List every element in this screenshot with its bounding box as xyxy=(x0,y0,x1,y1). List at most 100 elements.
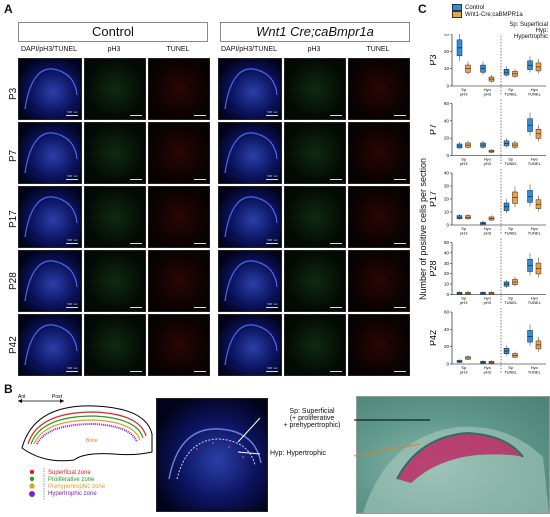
chart-legend: Control Wnt1-Cre;caBMPR1a xyxy=(452,4,548,18)
micrograph-p3-mutant-ph3 xyxy=(284,58,346,120)
category-label: Sp xyxy=(508,87,514,92)
y-tick-label: 0 xyxy=(446,292,449,297)
y-tick-label: 40 xyxy=(444,327,450,332)
scale-bar xyxy=(194,179,206,180)
scale-bar-label: 500 mm xyxy=(267,238,278,242)
tunel-dot xyxy=(228,446,230,448)
ant-label: Ant xyxy=(18,394,26,400)
micrograph-p3-mutant-merge: 500 mm xyxy=(218,58,282,120)
schematic-panel: Ant Post Bone Superficial zone Prolifera… xyxy=(14,394,160,512)
tunel-dot xyxy=(212,442,214,444)
arrow-left-icon xyxy=(18,399,22,403)
y-tick-label: 60 xyxy=(444,101,450,106)
micrograph-p17-control-tunel xyxy=(148,186,210,248)
scale-bar-label: 500 mm xyxy=(67,302,78,306)
y-tick-label: 10 xyxy=(444,282,450,287)
micrograph-p7-control-merge: 500 mm xyxy=(18,122,82,184)
category-label: pH3 xyxy=(484,300,492,305)
y-tick-label: 30 xyxy=(444,184,450,189)
category-label: TUNEL xyxy=(528,231,542,236)
scale-bar xyxy=(66,243,78,244)
micrograph-p7-mutant-ph3 xyxy=(284,122,346,184)
category-label: Sp xyxy=(461,87,467,92)
box-plot-charts: P30102030SppH3HyopH3SpTUNELHyoTUNELP7020… xyxy=(430,34,546,375)
micrograph-p17-mutant-ph3 xyxy=(284,186,346,248)
category-label: Hyo xyxy=(484,365,492,370)
tissue-outline xyxy=(224,132,278,174)
category-label: Hyo xyxy=(531,365,539,370)
proliferative-line xyxy=(30,415,144,445)
category-label: TUNEL xyxy=(528,92,542,97)
scale-bar xyxy=(194,371,206,372)
group-mutant: Wnt1 Cre;caBmpr1a xyxy=(220,22,410,42)
tissue-curve xyxy=(24,68,78,110)
zone-cell-hypertrophic xyxy=(29,491,35,497)
fluorescence-overview-image xyxy=(156,398,268,512)
y-tick-label: 20 xyxy=(444,49,450,54)
micrograph-p17-mutant-merge: 500 mm xyxy=(218,186,282,248)
chart-title: P17 xyxy=(430,191,438,207)
sp-annotation: Sp: Superficial (+ proliferative + prehy… xyxy=(270,408,354,429)
y-tick-label: 20 xyxy=(444,271,450,276)
tissue-curve xyxy=(224,68,278,110)
micrograph-p28-mutant-tunel xyxy=(348,250,410,312)
micrograph-p42-control-ph3 xyxy=(84,314,146,376)
tissue-curve xyxy=(224,132,278,174)
category-label: TUNEL xyxy=(528,300,542,305)
category-label: Hyo xyxy=(531,87,539,92)
category-label: Hyo xyxy=(531,157,539,162)
group-control: Control xyxy=(18,22,208,42)
y-axis-label: Number of positive cells per section xyxy=(418,157,428,300)
micrograph-p7-mutant-tunel xyxy=(348,122,410,184)
tissue-curve xyxy=(24,196,78,238)
panel-label-b: B xyxy=(4,382,13,396)
bone-label: Bone xyxy=(86,438,98,444)
category-label: Hyo xyxy=(484,296,492,301)
category-label: pH3 xyxy=(460,161,468,166)
micrograph-p7-control-ph3 xyxy=(84,122,146,184)
category-label: pH3 xyxy=(484,161,492,166)
scale-bar xyxy=(194,307,206,308)
scale-bar-label: 500 mm xyxy=(267,366,278,370)
micrograph-p3-control-merge: 500 mm xyxy=(18,58,82,120)
scale-bar xyxy=(266,371,278,372)
chart-note: Sp: Superficial Hyp: Hypertrophic xyxy=(500,22,548,40)
tissue-curve xyxy=(224,324,278,366)
legend-label-mutant: Wnt1-Cre;caBMPR1a xyxy=(465,11,523,18)
category-label: pH3 xyxy=(460,92,468,97)
category-label: TUNEL xyxy=(504,370,518,375)
legend-item-mutant: Wnt1-Cre;caBMPR1a xyxy=(452,11,548,18)
hyp-pointer-line xyxy=(237,451,261,455)
y-tick-label: 50 xyxy=(444,240,450,245)
scale-bar xyxy=(394,115,406,116)
zone-label-superficial: Superficial zone xyxy=(48,470,91,476)
y-tick-label: 60 xyxy=(444,310,450,315)
fluorescence-overlay xyxy=(168,428,262,480)
histology-image xyxy=(356,396,550,514)
zone-label-prehypertrophic: Prehypertrophic zone xyxy=(48,484,106,490)
note-sp: Sp: Superficial xyxy=(509,22,548,28)
zone-cell-superficial xyxy=(29,469,35,475)
category-label: Sp xyxy=(461,365,467,370)
col-label-merge-control: DAPI/pH3/TUNEL xyxy=(20,46,78,53)
col-label-merge-mutant: DAPI/pH3/TUNEL xyxy=(220,46,278,53)
y-tick-label: 20 xyxy=(444,344,450,349)
tissue-outline xyxy=(24,324,78,366)
category-label: Sp xyxy=(461,226,467,231)
scale-bar xyxy=(394,307,406,308)
micrograph-p17-control-merge: 500 mm xyxy=(18,186,82,248)
micrograph-p28-control-tunel xyxy=(148,250,210,312)
micrograph-p42-control-merge: 500 mm xyxy=(18,314,82,376)
cartilage-outline-outer xyxy=(168,428,262,480)
scale-bar xyxy=(266,179,278,180)
y-tick-label: 40 xyxy=(444,118,450,123)
tunel-dot xyxy=(196,448,198,450)
scale-bar xyxy=(394,179,406,180)
category-label: Sp xyxy=(508,365,514,370)
tissue-outline xyxy=(224,68,278,110)
histology-overlay xyxy=(363,426,549,513)
micrograph-p28-control-ph3 xyxy=(84,250,146,312)
legend-swatch-control xyxy=(452,4,462,11)
zone-label-hypertrophic: Hypertrophic zone xyxy=(48,491,97,497)
